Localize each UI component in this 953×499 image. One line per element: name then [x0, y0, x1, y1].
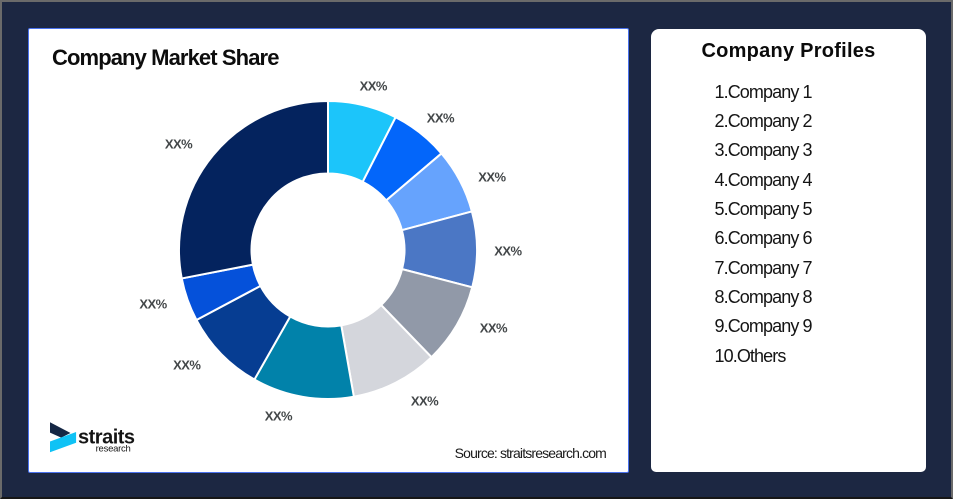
svg-text:straits: straits	[78, 427, 135, 449]
svg-text:research: research	[96, 444, 131, 455]
